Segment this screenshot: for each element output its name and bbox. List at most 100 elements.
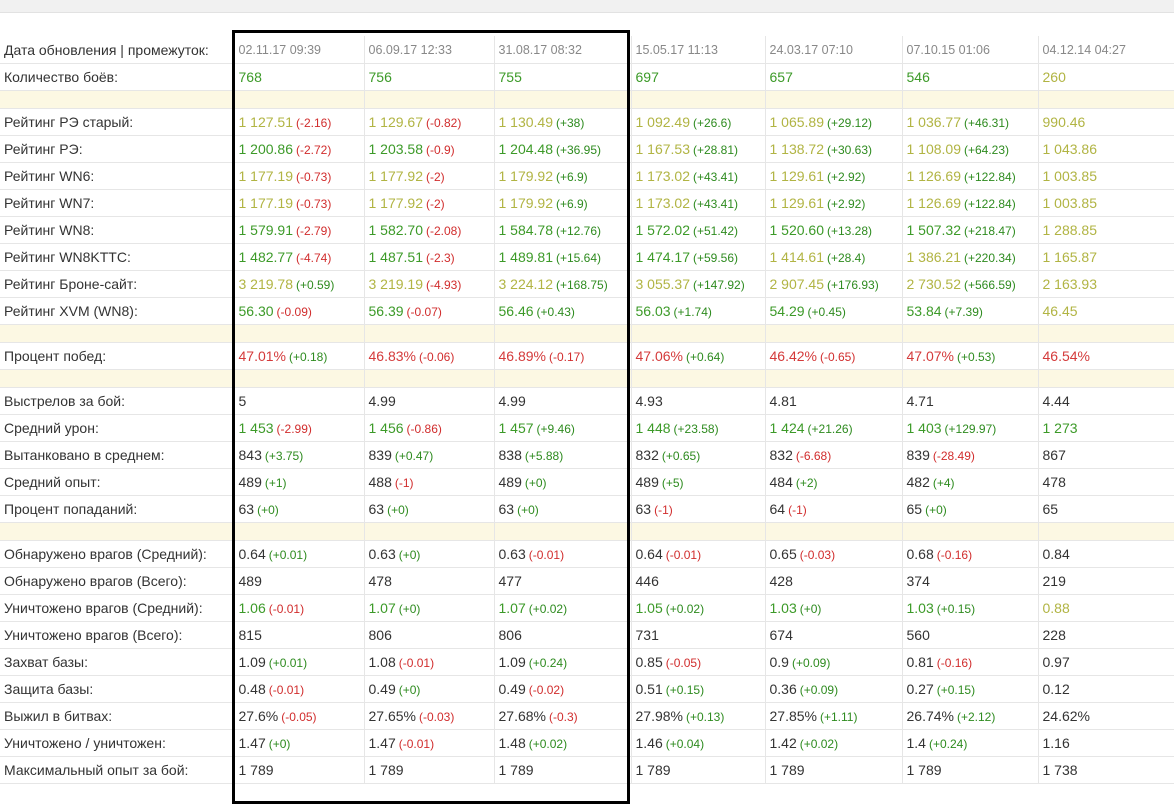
stat-cell: 0.68 (-0.16)	[902, 540, 1039, 568]
stat-value: 3 219.19	[368, 276, 424, 292]
stat-delta: (-0.16)	[936, 656, 973, 670]
header-date[interactable]: 06.09.17 12:33	[364, 36, 495, 64]
stat-value: 1 129.61	[769, 168, 825, 184]
stat-cell: 0.84	[1038, 540, 1174, 568]
header-date[interactable]: 07.10.15 01:06	[902, 36, 1039, 64]
stat-value: 1 200.86	[238, 141, 294, 157]
stat-value: 3 219.78	[238, 276, 294, 292]
stat-cell: 3 219.19 (-4.93)	[364, 270, 495, 298]
stat-value: 1 173.02	[635, 168, 691, 184]
stat-delta: (+0.59)	[296, 278, 335, 292]
stat-delta: (+26.6)	[693, 116, 732, 130]
stat-cell: 1 179.92 (+6.9)	[494, 189, 632, 217]
stat-delta: (-4.74)	[296, 251, 332, 265]
stat-cell: 46.89% (-0.17)	[494, 342, 632, 370]
separator-cell	[902, 324, 1039, 343]
stat-cell: 1 789	[364, 756, 495, 784]
stat-row: Рейтинг Броне-сайт: 3 219.78 (+0.59) 3 219.…	[0, 270, 1174, 298]
stat-cell: 4.99	[364, 387, 495, 415]
header-date[interactable]: 15.05.17 11:13	[631, 36, 766, 64]
stat-value: 1.03	[906, 600, 934, 616]
separator-cell	[1038, 90, 1174, 109]
separator-cell	[234, 324, 365, 343]
stats-history-table: Дата обновления | промежуток: 02.11.17 0…	[0, 36, 1174, 784]
section-separator	[0, 522, 1174, 541]
stat-value: 1 474.17	[635, 249, 691, 265]
stat-delta: (+0.01)	[268, 656, 308, 670]
header-date[interactable]: 04.12.14 04:27	[1038, 36, 1174, 64]
stat-delta: (+0.01)	[268, 548, 308, 562]
stat-value: 0.49	[368, 681, 396, 697]
stat-value: 839	[906, 447, 930, 463]
stat-delta: (-0.02)	[528, 683, 565, 697]
header-date[interactable]: 24.03.17 07:10	[765, 36, 903, 64]
separator-cell	[1038, 522, 1174, 541]
stat-cell: 63 (+0)	[234, 495, 365, 523]
stat-cell: 27.65% (-0.03)	[364, 702, 495, 730]
stat-cell: 3 224.12 (+168.75)	[494, 270, 632, 298]
stat-value: 46.89%	[498, 348, 546, 364]
stat-delta: (+51.42)	[693, 224, 739, 238]
stat-value: 56.30	[238, 303, 274, 319]
stat-delta: (-0.82)	[426, 116, 462, 130]
stat-row: Выжил в битвах: 27.6% (-0.05) 27.65% (-0.03)…	[0, 702, 1174, 730]
stat-value: 374	[906, 573, 930, 589]
stat-row: Рейтинг XVM (WN8): 56.30 (-0.09) 56.39 (-0.0…	[0, 297, 1174, 325]
separator-cell	[631, 522, 766, 541]
stat-cell: 1 738	[1038, 756, 1174, 784]
stat-delta: (-0.01)	[665, 548, 702, 562]
stat-value: 26.74%	[906, 708, 954, 724]
stat-cell: 1 167.53 (+28.81)	[631, 135, 766, 163]
stat-row: Рейтинг WN6: 1 177.19 (-0.73) 1 177.92 (-2) 1…	[0, 162, 1174, 190]
stat-value: 63	[498, 501, 515, 517]
stat-value: 1 273	[1042, 420, 1078, 436]
stat-cell: 1 092.49 (+26.6)	[631, 108, 766, 136]
stat-delta: (+0)	[925, 503, 947, 517]
stat-label: Процент попаданий:	[0, 495, 235, 523]
stat-delta: (+0.53)	[956, 350, 996, 364]
header-date[interactable]: 02.11.17 09:39	[234, 36, 365, 64]
separator-cell	[902, 522, 1039, 541]
stat-value: 489	[635, 474, 659, 490]
header-date[interactable]: 31.08.17 08:32	[494, 36, 632, 64]
stat-delta: (+0.43)	[536, 305, 575, 319]
stat-row: Рейтинг WN8: 1 579.91 (-2.79) 1 582.70 (-2.0…	[0, 216, 1174, 244]
stat-label: Выстрелов за бой:	[0, 387, 235, 415]
stat-value: 1 386.21	[906, 249, 962, 265]
stat-value: 2 730.52	[906, 276, 962, 292]
stat-value: 0.9	[769, 654, 789, 670]
stat-value: 1 177.19	[238, 168, 294, 184]
stat-cell: 65	[1038, 495, 1174, 523]
stat-value: 27.6%	[238, 708, 279, 724]
stat-value: 0.49	[498, 681, 526, 697]
stat-cell: 839 (-28.49)	[902, 441, 1039, 469]
stat-delta: (-6.68)	[795, 449, 832, 463]
stat-value: 484	[769, 474, 793, 490]
stat-value: 0.36	[769, 681, 797, 697]
stat-value: 3 224.12	[498, 276, 554, 292]
stat-delta: (+0.02)	[528, 737, 568, 751]
stat-value: 1 572.02	[635, 222, 691, 238]
stat-cell: 1 414.61 (+28.4)	[765, 243, 903, 271]
stat-value: 0.63	[498, 546, 526, 562]
separator-cell	[234, 90, 365, 109]
stat-delta: (+29.12)	[827, 116, 873, 130]
stat-cell: 489 (+1)	[234, 468, 365, 496]
stat-value: 0.85	[635, 654, 663, 670]
stat-delta: (-2)	[426, 170, 445, 184]
stat-value: 1.07	[368, 600, 396, 616]
stat-value: 489	[238, 573, 262, 589]
stat-row: Процент побед: 47.01% (+0.18) 46.83% (-0.06)…	[0, 342, 1174, 370]
stat-cell: 0.36 (+0.09)	[765, 675, 903, 703]
stat-cell: 1 789	[765, 756, 903, 784]
stat-cell: 1 179.92 (+6.9)	[494, 162, 632, 190]
stat-cell: 1 453 (-2.99)	[234, 414, 365, 442]
stat-cell: 0.9 (+0.09)	[765, 648, 903, 676]
stat-delta: (+13.28)	[827, 224, 873, 238]
stat-value: 27.85%	[769, 708, 817, 724]
stat-cell: 56.03 (+1.74)	[631, 297, 766, 325]
stat-value: 1 127.51	[238, 114, 294, 130]
stat-value: 1 177.92	[368, 195, 424, 211]
stat-cell: 0.65 (-0.03)	[765, 540, 903, 568]
stat-cell: 0.48 (-0.01)	[234, 675, 365, 703]
